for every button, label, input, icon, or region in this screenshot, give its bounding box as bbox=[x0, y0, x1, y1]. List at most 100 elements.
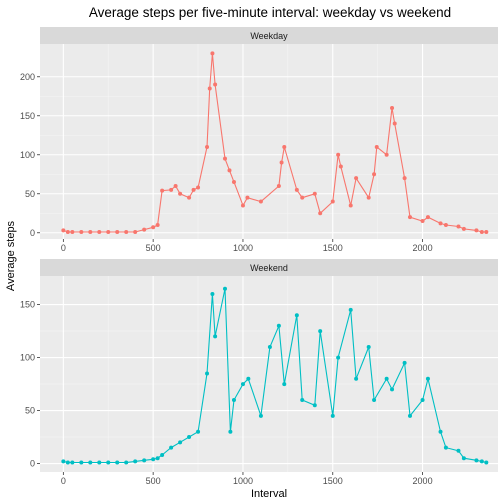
data-point bbox=[222, 156, 227, 161]
panel-strip bbox=[40, 27, 498, 44]
data-point bbox=[160, 453, 165, 458]
data-point bbox=[392, 121, 397, 126]
y-tick-label: 150 bbox=[20, 111, 35, 121]
data-point bbox=[222, 286, 227, 291]
data-point bbox=[231, 180, 236, 185]
data-point bbox=[258, 413, 263, 418]
x-tick-label: 2000 bbox=[413, 243, 433, 253]
data-point bbox=[210, 51, 215, 56]
data-point bbox=[207, 86, 212, 91]
data-point bbox=[318, 211, 323, 216]
data-point bbox=[213, 82, 218, 87]
data-point bbox=[348, 203, 353, 208]
data-point bbox=[124, 460, 129, 465]
x-tick-label: 1000 bbox=[233, 243, 253, 253]
y-tick-label: 150 bbox=[20, 300, 35, 310]
data-point bbox=[374, 144, 379, 149]
data-point bbox=[155, 456, 160, 461]
data-point bbox=[402, 176, 407, 181]
data-point bbox=[425, 376, 430, 381]
data-point bbox=[300, 397, 305, 402]
y-tick-label: 0 bbox=[30, 228, 35, 238]
x-tick-label: 0 bbox=[61, 476, 66, 486]
data-point bbox=[258, 199, 263, 204]
data-point bbox=[456, 224, 461, 229]
data-point bbox=[276, 323, 281, 328]
data-point bbox=[97, 229, 102, 234]
data-point bbox=[438, 221, 443, 226]
data-point bbox=[106, 229, 111, 234]
data-point bbox=[456, 448, 461, 453]
data-point bbox=[213, 334, 218, 339]
panel-weekday: Weekday 0 50 100 150 200 bbox=[20, 27, 498, 242]
data-point bbox=[231, 397, 236, 402]
data-point bbox=[366, 195, 371, 200]
data-point bbox=[479, 229, 484, 234]
data-point bbox=[338, 164, 343, 169]
data-point bbox=[354, 376, 359, 381]
data-point bbox=[61, 459, 66, 464]
panel-background bbox=[40, 44, 498, 239]
data-point bbox=[461, 226, 466, 231]
y-tick-label: 0 bbox=[30, 459, 35, 469]
data-point bbox=[196, 185, 201, 190]
data-point bbox=[390, 387, 395, 392]
data-point bbox=[228, 429, 233, 434]
data-point bbox=[276, 183, 281, 188]
data-point bbox=[187, 195, 192, 200]
panel-weekend: Weekend 0 50 100 150 bbox=[20, 259, 498, 475]
panel-strip-label: Weekday bbox=[250, 31, 288, 41]
data-point bbox=[227, 168, 232, 173]
x-tick-label: 0 bbox=[61, 243, 66, 253]
y-tick-label: 50 bbox=[25, 406, 35, 416]
data-point bbox=[178, 191, 183, 196]
data-point bbox=[484, 229, 489, 234]
data-point bbox=[178, 440, 183, 445]
data-point bbox=[205, 371, 210, 376]
data-point bbox=[97, 460, 102, 465]
data-point bbox=[246, 376, 251, 381]
data-point bbox=[484, 460, 489, 465]
x-axis-title: Interval bbox=[251, 488, 287, 500]
data-point bbox=[366, 344, 371, 349]
data-point bbox=[425, 215, 430, 220]
data-point bbox=[191, 187, 196, 192]
data-point bbox=[88, 229, 93, 234]
data-point bbox=[407, 215, 412, 220]
data-point bbox=[70, 460, 75, 465]
data-point bbox=[205, 144, 210, 149]
chart-title: Average steps per five-minute interval: … bbox=[89, 5, 451, 20]
data-point bbox=[160, 188, 165, 193]
x-tick-label: 500 bbox=[146, 243, 161, 253]
y-tick-label: 100 bbox=[20, 353, 35, 363]
data-point bbox=[336, 355, 341, 360]
data-point bbox=[282, 382, 287, 387]
data-point bbox=[330, 413, 335, 418]
data-point bbox=[420, 219, 425, 224]
data-point bbox=[407, 413, 412, 418]
data-point bbox=[294, 187, 299, 192]
data-point bbox=[169, 187, 174, 192]
data-point bbox=[438, 429, 443, 434]
data-point bbox=[474, 228, 479, 233]
panel-strip-label: Weekend bbox=[250, 263, 288, 273]
data-point bbox=[151, 225, 156, 230]
x-tick-label: 1500 bbox=[323, 243, 343, 253]
x-tick-label: 500 bbox=[146, 476, 161, 486]
data-point bbox=[318, 329, 323, 334]
data-point bbox=[115, 229, 120, 234]
data-point bbox=[279, 160, 284, 165]
data-point bbox=[354, 176, 359, 181]
data-point bbox=[240, 382, 245, 387]
data-point bbox=[65, 460, 70, 465]
data-point bbox=[390, 105, 395, 110]
data-point bbox=[142, 458, 147, 463]
data-point bbox=[240, 203, 245, 208]
data-point bbox=[384, 376, 389, 381]
data-point bbox=[282, 144, 287, 149]
data-point bbox=[88, 460, 93, 465]
data-point bbox=[79, 460, 84, 465]
data-point bbox=[479, 459, 484, 464]
data-point bbox=[372, 172, 377, 177]
data-point bbox=[402, 360, 407, 365]
